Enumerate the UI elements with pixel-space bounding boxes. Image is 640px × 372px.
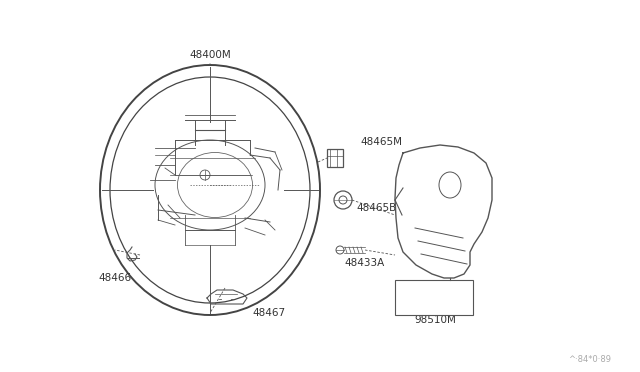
Text: ^·84*0·89: ^·84*0·89 <box>568 356 611 365</box>
Text: 48467: 48467 <box>252 308 285 318</box>
Text: 48433A: 48433A <box>344 258 384 268</box>
Text: 48400M: 48400M <box>189 50 231 60</box>
Bar <box>327 149 343 167</box>
Text: 48465B: 48465B <box>356 203 396 213</box>
Bar <box>395 280 473 315</box>
Text: 48466: 48466 <box>99 273 132 283</box>
Text: 98510M: 98510M <box>414 315 456 325</box>
Text: 48465M: 48465M <box>360 137 402 147</box>
